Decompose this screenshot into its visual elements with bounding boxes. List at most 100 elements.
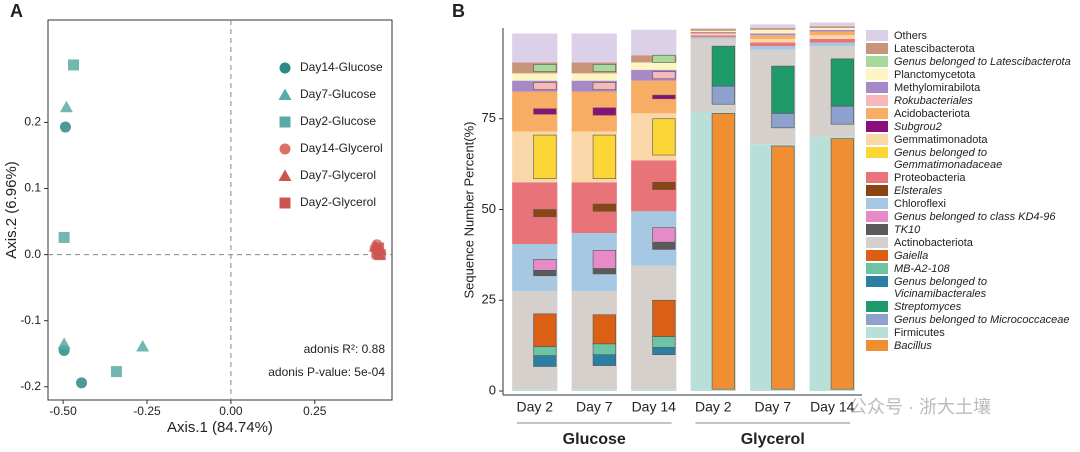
annotation: adonis R²: 0.88 — [304, 342, 386, 356]
y-tick-label: 25 — [482, 292, 496, 307]
genus-box — [652, 241, 676, 250]
legend-label: Day2-Glucose — [300, 114, 376, 128]
legend-label: Elsterales — [894, 185, 943, 197]
legend-marker — [279, 116, 291, 128]
panel-label: B — [452, 1, 465, 21]
x-tick-label: Day 2 — [695, 399, 732, 415]
legend-label: Proteobacteria — [894, 172, 966, 184]
bar-segment — [750, 29, 796, 34]
annotation: adonis P-value: 5e-04 — [268, 365, 385, 379]
legend-swatch — [866, 30, 888, 41]
plot-frame — [47, 19, 393, 401]
legend-marker — [278, 169, 292, 181]
bar-segment — [512, 33, 558, 63]
legend-label: Planctomycetota — [894, 69, 976, 81]
point — [59, 121, 71, 133]
y-tick-label: 0 — [489, 382, 496, 397]
genus-box — [533, 270, 557, 277]
legend-swatch — [866, 237, 888, 248]
legend-label: Day14-Glucose — [300, 60, 383, 74]
genus-box — [652, 54, 676, 63]
legend-label: Methylomirabilota — [894, 82, 981, 94]
legend-swatch — [866, 276, 888, 287]
genus-box — [592, 268, 616, 275]
legend-label: Gemmatimonadota — [894, 134, 988, 146]
legend-swatch — [866, 211, 888, 222]
x-axis-title: Axis.1 (84.74%) — [167, 419, 273, 436]
bar-segment — [809, 28, 855, 30]
bar-segment — [690, 28, 736, 30]
bar-segment — [690, 37, 736, 39]
bar-segment — [690, 30, 736, 32]
legend-marker — [279, 143, 291, 155]
bar-segment — [690, 34, 736, 36]
legend-marker — [279, 62, 291, 74]
legend-item: Proteobacteria — [866, 172, 1076, 184]
legend-label: Chloroflexi — [894, 198, 946, 210]
legend-label: Genus belonged to Latescibacterota — [894, 56, 1071, 68]
legend-item: TK10 — [866, 224, 1076, 236]
bar-segment — [809, 38, 855, 43]
bar-segment — [750, 46, 796, 50]
genus-box — [592, 64, 616, 72]
point — [58, 231, 70, 243]
legend-item: Gemmatimonadota — [866, 134, 1076, 146]
bar-segment — [750, 42, 796, 47]
legend: Others Latescibacterota Genus belonged to … — [866, 30, 1076, 352]
bar-segment — [809, 35, 855, 39]
bar-segment — [571, 33, 617, 63]
genus-box — [830, 58, 854, 107]
bar-segment — [631, 29, 677, 56]
x-tick-label: 0.00 — [219, 404, 243, 418]
bar-segment — [571, 389, 617, 391]
legend-item: Elsterales — [866, 185, 1076, 197]
legend-item: Gaiella — [866, 250, 1076, 262]
legend-swatch — [866, 147, 888, 158]
x-tick-label: Day 14 — [810, 399, 855, 415]
legend-item: Streptomyces — [866, 301, 1076, 313]
y-tick-label: 0.0 — [24, 247, 41, 261]
legend-item: Latescibacterota — [866, 43, 1076, 55]
legend-swatch — [866, 301, 888, 312]
bar-segment — [809, 22, 855, 27]
legend-label: Others — [894, 30, 928, 42]
legend-item: Acidobacteriota — [866, 108, 1076, 120]
x-tick-label: Day 7 — [754, 399, 791, 415]
legend-swatch — [866, 43, 888, 54]
bar-segment — [631, 389, 677, 391]
legend-item: Genus belonged to Gemmatimonadaceae — [866, 147, 1076, 171]
bar-segment — [809, 26, 855, 28]
legend-item: Genus belonged to Latescibacterota — [866, 56, 1076, 68]
legend-swatch — [866, 69, 888, 80]
genus-box — [533, 209, 557, 218]
x-tick-label: Day 7 — [576, 399, 613, 415]
bar-segment — [571, 73, 617, 81]
legend-label: Actinobacteriota — [894, 237, 973, 249]
legend-item: Subgrou2 — [866, 121, 1076, 133]
x-tick-label: 0.25 — [303, 404, 327, 418]
legend-swatch — [866, 134, 888, 145]
y-tick-label: -0.2 — [20, 379, 41, 393]
legend-item: MB-A2-108 — [866, 263, 1076, 275]
genus-box — [533, 108, 557, 115]
genus-box — [592, 134, 616, 179]
genus-box — [652, 336, 676, 348]
legend-swatch — [866, 198, 888, 209]
genus-box — [592, 107, 616, 116]
legend-label: Latescibacterota — [894, 43, 975, 55]
legend-swatch — [866, 121, 888, 132]
legend-swatch — [866, 172, 888, 183]
legend-swatch — [866, 56, 888, 67]
point — [76, 377, 88, 389]
legend-label: Rokubacteriales — [894, 95, 973, 107]
legend-item: Chloroflexi — [866, 198, 1076, 210]
genus-box — [652, 227, 676, 243]
group-label: Glucose — [563, 431, 626, 448]
watermark: 公众号 · 浙大土壤 — [849, 397, 991, 417]
genus-box — [533, 346, 557, 356]
y-tick-label: 0.1 — [24, 181, 41, 195]
bar-segment — [690, 29, 736, 31]
genus-box — [592, 314, 616, 345]
genus-box — [771, 113, 795, 129]
